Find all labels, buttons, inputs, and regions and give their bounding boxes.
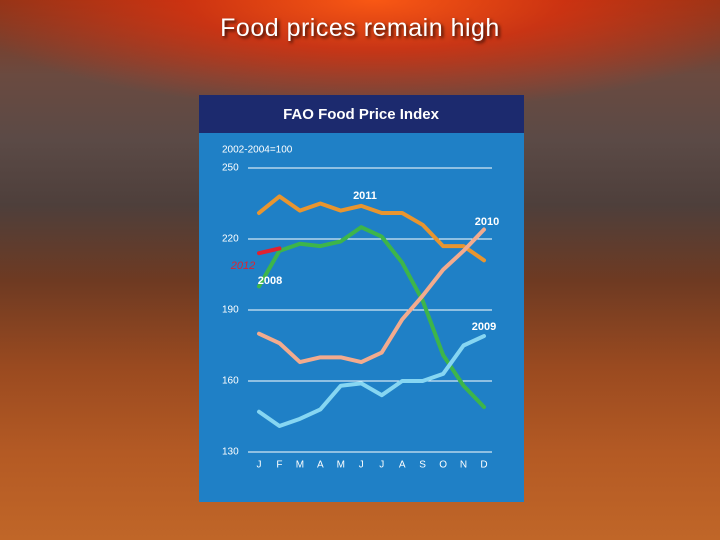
y-tick-label: 220 [222,234,239,245]
y-tick-label: 250 [222,163,239,174]
series-label: 2010 [475,216,499,228]
x-tick-label: S [419,460,426,471]
x-tick-label: O [439,460,447,471]
x-tick-label: D [480,460,487,471]
y-tick-label: 190 [222,305,239,316]
x-tick-label: A [317,460,324,471]
x-tick-label: J [379,460,384,471]
x-tick-label: J [257,460,262,471]
series-line [257,225,486,410]
x-tick-label: M [337,460,345,471]
series-label: 2011 [353,190,377,202]
series-label: 2008 [258,275,282,287]
series-line [257,334,486,428]
y-tick-label: 130 [222,447,239,458]
x-tick-label: J [359,460,364,471]
chart-panel [199,95,524,502]
x-tick-label: F [276,460,282,471]
series-line [257,246,282,256]
slide-title: Food prices remain high [220,14,500,42]
y-axis-label: 2002-2004=100 [222,145,293,156]
series-label: 2009 [472,321,496,333]
series-line [257,227,486,365]
chart-title: FAO Food Price Index [283,106,440,123]
x-tick-label: M [296,460,304,471]
x-tick-label: A [399,460,406,471]
chart-header [199,95,524,133]
x-tick-label: N [460,460,467,471]
y-tick-label: 160 [222,376,239,387]
series-line [257,194,486,263]
series-label: 2012 [230,260,255,272]
